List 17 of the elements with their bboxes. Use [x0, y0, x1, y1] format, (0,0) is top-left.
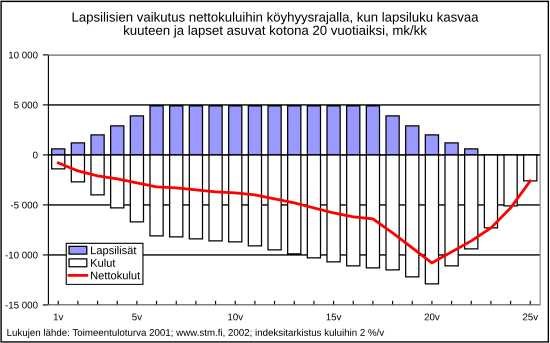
legend-label: Nettokulut	[91, 271, 140, 280]
x-tick-label: 1v	[54, 314, 64, 320]
y-tick-label: 0	[32, 152, 38, 159]
y-tick-label: -5 000	[10, 202, 38, 209]
x-tick-label: 20v	[424, 314, 440, 320]
text: Lukujen lähde: Toimeentuloturva 2001; www.stm.fi, 2002; indeksitarkistus kuluihin 2 %/v	[7, 328, 384, 338]
y-tick-label: 10 000	[8, 52, 38, 58]
y-tick-label: -15 000	[5, 302, 38, 309]
x-tick-label: 25v	[522, 314, 538, 320]
y-tick-label: -10 000	[5, 252, 38, 259]
x-tick-label: 15v	[326, 314, 342, 320]
legend-label: Lapsilisät	[91, 246, 136, 256]
chart-title: Lapsilisien vaikutus nettokuluihin köyhyysrajalla, kun lapsiluku kasvaa kuuteen ja lapset asuvat kotona 20 vuotiaiksi, mk/kk	[72, 12, 479, 38]
x-tick-label: 10v	[228, 314, 244, 320]
x-tick-label: 5v	[132, 314, 142, 320]
legend-label: Kulut	[91, 258, 116, 267]
y-tick-label: 5 000	[14, 102, 38, 109]
